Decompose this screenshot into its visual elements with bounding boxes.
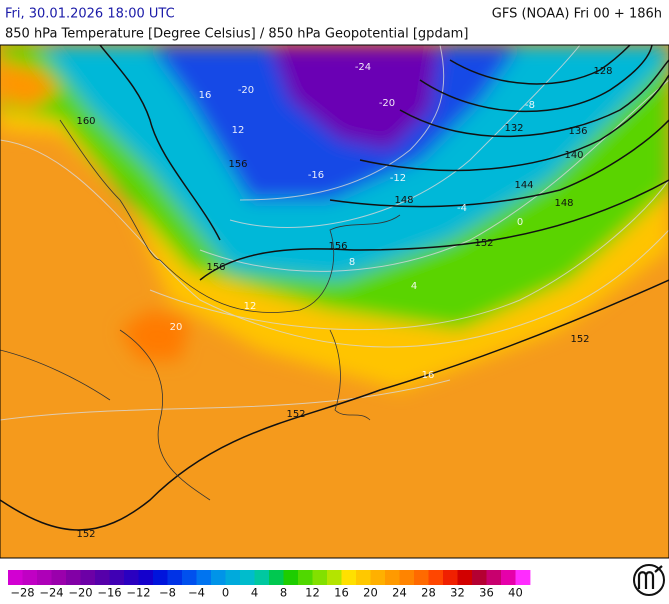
colorbar-swatch (269, 570, 284, 585)
isotherm-label: 4 (411, 281, 417, 292)
colorbar-label: 40 (508, 586, 523, 600)
isotherm-label: 8 (349, 257, 355, 268)
contour-label: 156 (228, 159, 247, 170)
isotherm-label: 0 (517, 217, 523, 228)
contour-label: 132 (504, 123, 523, 134)
colorbar-swatch (124, 570, 139, 585)
colorbar-swatch (283, 570, 299, 585)
colorbar-swatch (515, 570, 531, 585)
contour-label: 152 (570, 334, 589, 345)
isotherm-label: 12 (244, 301, 257, 312)
isotherm-label: 12 (232, 125, 245, 136)
colorbar-swatch (240, 570, 255, 585)
colorbar-swatch (428, 570, 444, 585)
map: 152 148 144 140 136 132 128 156 160 152 … (0, 45, 669, 558)
colorbar-label: −12 (126, 586, 150, 600)
colorbar-label: 4 (251, 586, 258, 600)
valid-time: Fri, 30.01.2026 18:00 UTC (5, 7, 175, 22)
colorbar-swatch (51, 570, 67, 585)
isotherm-label: -12 (390, 173, 406, 184)
logo (633, 564, 665, 596)
contour-label: 148 (554, 198, 573, 209)
temperature-labels: -24 -20 -16 -12 -8 -4 0 4 8 12 16 20 -20… (170, 62, 535, 381)
colorbar-swatch (80, 570, 96, 585)
contour-label: 148 (394, 195, 413, 206)
model-run: GFS (NOAA) Fri 00 + 186h (492, 7, 662, 22)
colorbar-swatch (22, 570, 38, 585)
contour-label: 128 (593, 66, 612, 77)
contour-label: 152 (286, 409, 305, 420)
isotherm-label: -4 (457, 203, 467, 214)
colorbar-label: 36 (479, 586, 494, 600)
colorbar-label: 12 (305, 586, 320, 600)
colorbar-swatch (341, 570, 357, 585)
isotherm-label: -20 (379, 98, 395, 109)
colorbar-swatch (167, 570, 183, 585)
colorbar-label: −16 (97, 586, 121, 600)
isotherm-label: -16 (308, 170, 324, 181)
isotherm-label: -24 (355, 62, 371, 73)
isotherm-label: -20 (238, 85, 254, 96)
coastlines (0, 119, 401, 501)
contour-label: 152 (474, 238, 493, 249)
contour-label: 136 (568, 126, 587, 137)
colorbar: −28 −24 −20 −16 −12 −8 −4 0 4 8 12 16 20 24 28 32 36 40 (8, 570, 531, 600)
colorbar-swatch (312, 570, 328, 585)
colorbar-swatch (211, 570, 226, 585)
geopotential-labels: 152 148 144 140 136 132 128 156 160 152 … (76, 66, 612, 540)
colorbar-swatch (414, 570, 429, 585)
temperature-field (0, 45, 669, 390)
colorbar-swatch (457, 570, 473, 585)
colorbar-swatch (370, 570, 386, 585)
contour-label: 140 (564, 150, 583, 161)
isohypses (0, 45, 669, 531)
isotherm-label: -8 (525, 100, 535, 111)
colorbar-label: 0 (222, 586, 229, 600)
contour-label: 156 (328, 241, 347, 252)
colorbar-swatch (327, 570, 342, 585)
colorbar-swatch (356, 570, 371, 585)
colorbar-swatch (153, 570, 168, 585)
colorbar-swatch (399, 570, 415, 585)
colorbar-swatch (66, 570, 81, 585)
colorbar-swatch (486, 570, 502, 585)
colorbar-label: 28 (421, 586, 436, 600)
colorbar-label: −4 (188, 586, 205, 600)
colorbar-swatch (298, 570, 313, 585)
colorbar-swatch (472, 570, 487, 585)
isotherm-label: 20 (170, 322, 183, 333)
colorbar-swatch (196, 570, 212, 585)
contour-label: 156 (206, 262, 225, 273)
contour-label: 144 (514, 180, 533, 191)
colorbar-label: −28 (10, 586, 34, 600)
contour-label: 152 (76, 529, 95, 540)
colorbar-swatch (95, 570, 110, 585)
colorbar-swatch (254, 570, 270, 585)
colorbar-label: −24 (39, 586, 63, 600)
colorbar-swatch (138, 570, 154, 585)
colorbar-label: 24 (392, 586, 407, 600)
isotherm-label: 16 (422, 370, 435, 381)
colorbar-label: 20 (363, 586, 378, 600)
isotherm-label: 16 (199, 90, 212, 101)
colorbar-swatch (385, 570, 400, 585)
colorbar-swatch (225, 570, 241, 585)
colorbar-label: 32 (450, 586, 465, 600)
colorbar-label: 8 (280, 586, 287, 600)
colorbar-label: 16 (334, 586, 349, 600)
contour-label: 160 (76, 116, 95, 127)
map-frame (0, 44, 669, 559)
colorbar-swatch (443, 570, 458, 585)
map-title: 850 hPa Temperature [Degree Celsius] / 8… (5, 27, 468, 42)
colorbar-label: −20 (68, 586, 92, 600)
colorbar-swatch (37, 570, 52, 585)
colorbar-swatch (182, 570, 197, 585)
colorbar-swatch (109, 570, 125, 585)
colorbar-swatch (501, 570, 516, 585)
colorbar-label: −8 (159, 586, 176, 600)
colorbar-swatch (8, 570, 23, 585)
